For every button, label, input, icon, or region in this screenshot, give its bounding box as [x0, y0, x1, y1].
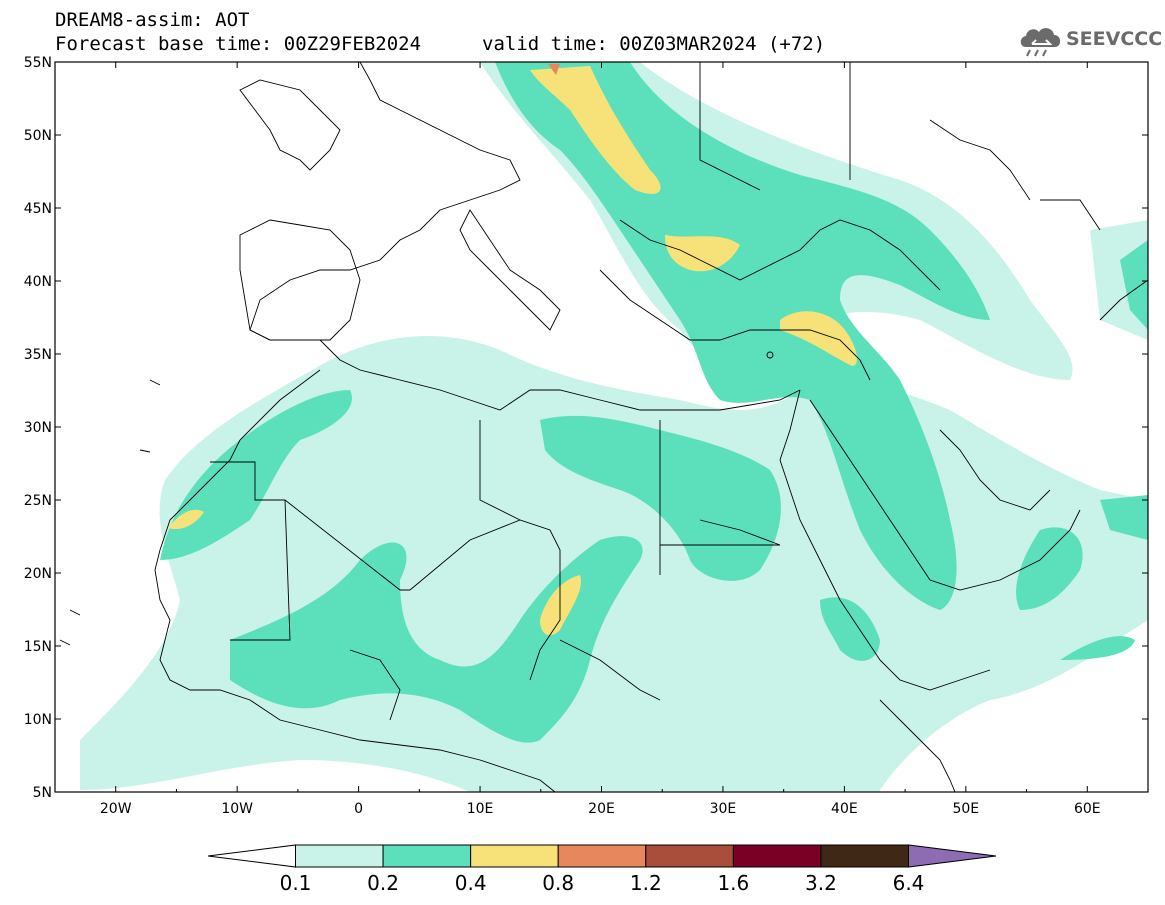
lon-label: 10E	[467, 801, 494, 817]
latitude-labels: 55N 50N 45N 40N 35N 30N 25N 20N 15N 10N 5N	[24, 55, 1148, 801]
colorbar-segment	[820, 844, 910, 868]
title-line-2: Forecast base time: 00Z29FEB2024	[55, 33, 422, 55]
colorbar-segment	[295, 844, 384, 868]
lat-label: 45N	[24, 201, 52, 217]
lat-label: 25N	[24, 493, 52, 509]
colorbar: 0.1 0.2 0.4 0.8 1.2 1.6 3.2 6.4	[207, 844, 997, 895]
colorbar-segment	[557, 844, 647, 868]
lat-label: 55N	[24, 55, 52, 71]
colorbar-label: 0.8	[542, 871, 574, 895]
lon-label: 30E	[710, 801, 737, 817]
lon-label: 50E	[952, 801, 979, 817]
lon-label: 20E	[588, 801, 615, 817]
lon-label: 20W	[100, 801, 132, 817]
colorbar-low-arrow	[207, 844, 296, 868]
colorbar-label: 1.2	[630, 871, 662, 895]
lat-label: 20N	[24, 566, 52, 582]
colorbar-label: 3.2	[805, 871, 837, 895]
valid-time-label: valid time: 00Z03MAR2024 (+72)	[482, 33, 826, 55]
colorbar-label: 0.1	[280, 871, 312, 895]
seevccc-logo: SEEVCCC	[1018, 22, 1162, 58]
lon-label: 10W	[221, 801, 253, 817]
lon-label: 0	[354, 801, 363, 817]
lat-label: 30N	[24, 420, 52, 436]
colorbar-segment	[732, 844, 822, 868]
lat-label: 50N	[24, 128, 52, 144]
colorbar-label: 0.2	[367, 871, 399, 895]
logo-text: SEEVCCC	[1066, 28, 1163, 50]
cloud-rain-icon	[1020, 28, 1061, 57]
colorbar-high-arrow	[908, 844, 997, 868]
colorbar-label: 0.4	[455, 871, 487, 895]
lat-label: 10N	[24, 712, 52, 728]
lat-label: 15N	[24, 639, 52, 655]
colorbar-segment	[645, 844, 734, 868]
lon-label: 40E	[831, 801, 858, 817]
colorbar-label: 6.4	[893, 871, 925, 895]
colorbar-segment	[382, 844, 472, 868]
title-line-1: DREAM8-assim: AOT	[55, 9, 250, 31]
longitude-labels: 20W 10W 0 10E 20E 30E 40E 50E 60E	[54, 62, 1101, 817]
lat-label: 35N	[24, 347, 52, 363]
coastlines-and-borders	[59, 62, 1148, 792]
colorbar-label: 1.6	[717, 871, 749, 895]
aot-shading	[80, 62, 1148, 792]
lat-label: 5N	[33, 785, 52, 801]
lat-label: 40N	[24, 274, 52, 290]
colorbar-segment	[470, 844, 559, 868]
lon-label: 60E	[1074, 801, 1101, 817]
